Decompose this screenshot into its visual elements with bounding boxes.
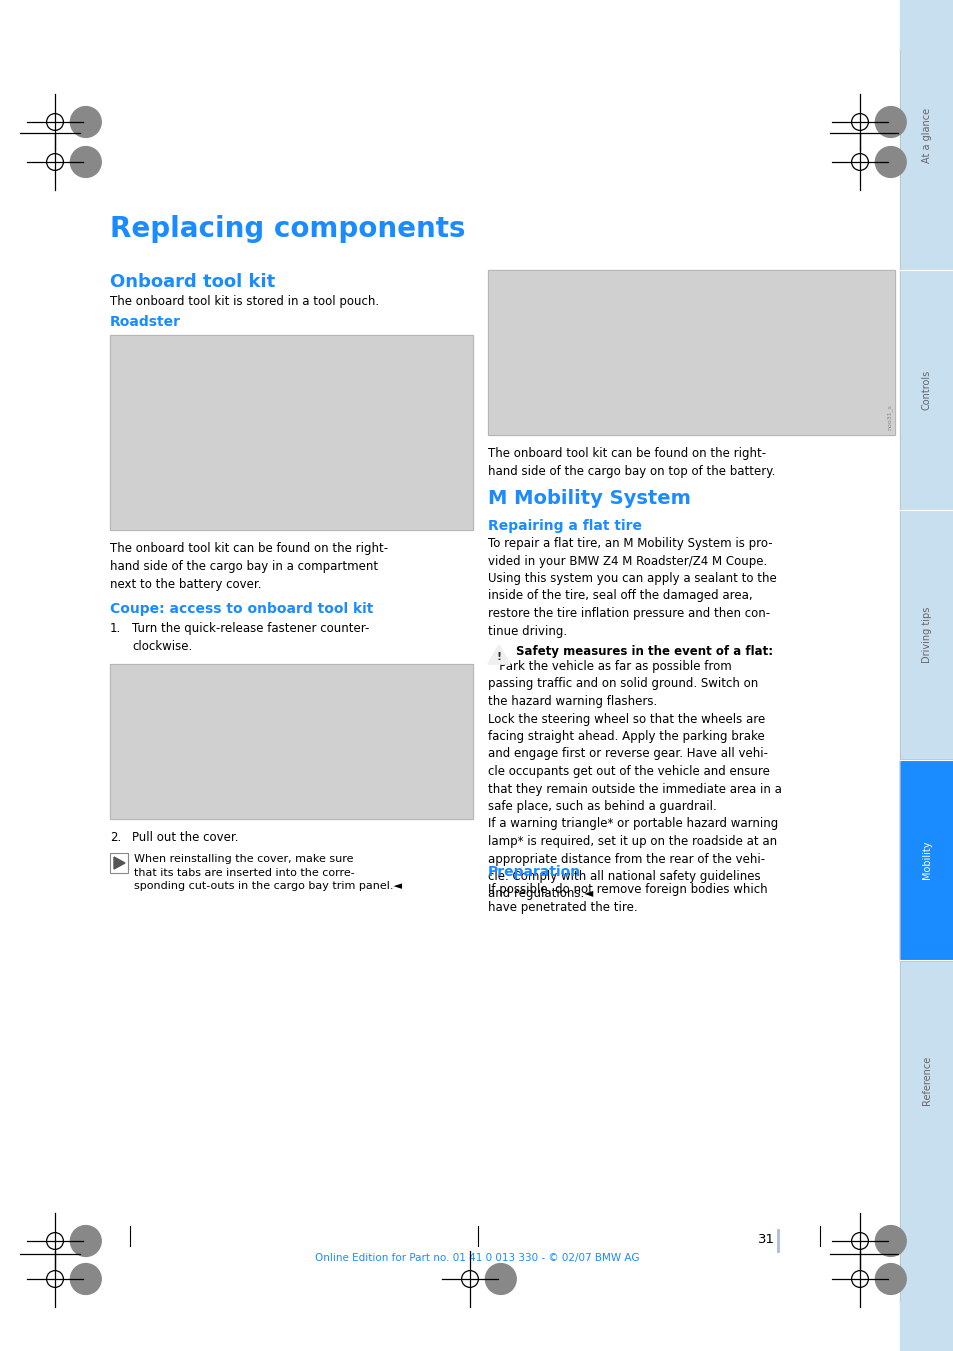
Text: 31: 31 bbox=[758, 1233, 774, 1246]
Bar bbox=[899, 761, 953, 961]
Bar bbox=[110, 335, 473, 530]
Text: The onboard tool kit can be found on the right-
hand side of the cargo bay on to: The onboard tool kit can be found on the… bbox=[488, 447, 775, 478]
Bar bbox=[488, 270, 894, 435]
Text: Controls: Controls bbox=[921, 370, 931, 411]
Text: If possible, do not remove foreign bodies which
have penetrated the tire.: If possible, do not remove foreign bodie… bbox=[488, 884, 767, 915]
Circle shape bbox=[71, 107, 101, 138]
Bar bbox=[899, 0, 953, 1351]
Polygon shape bbox=[113, 857, 125, 869]
Text: Pull out the cover.: Pull out the cover. bbox=[132, 831, 238, 844]
Circle shape bbox=[875, 147, 905, 177]
Circle shape bbox=[71, 147, 101, 177]
Text: The onboard tool kit is stored in a tool pouch.: The onboard tool kit is stored in a tool… bbox=[110, 295, 378, 308]
Bar bbox=[110, 335, 473, 530]
Text: Repairing a flat tire: Repairing a flat tire bbox=[488, 519, 641, 534]
Text: When reinstalling the cover, make sure
that its tabs are inserted into the corre: When reinstalling the cover, make sure t… bbox=[133, 854, 401, 892]
Bar bbox=[488, 270, 894, 435]
Text: M Mobility System: M Mobility System bbox=[488, 489, 690, 508]
Text: The onboard tool kit can be found on the right-
hand side of the cargo bay in a : The onboard tool kit can be found on the… bbox=[110, 542, 388, 590]
Text: Turn the quick-release fastener counter-
clockwise.: Turn the quick-release fastener counter-… bbox=[132, 621, 369, 653]
Text: noo31_s: noo31_s bbox=[885, 404, 891, 430]
Polygon shape bbox=[488, 644, 510, 663]
Text: To repair a flat tire, an M Mobility System is pro-
vided in your BMW Z4 M Roads: To repair a flat tire, an M Mobility Sys… bbox=[488, 536, 776, 638]
Text: Onboard tool kit: Onboard tool kit bbox=[110, 273, 275, 290]
Bar bbox=[110, 852, 128, 873]
Bar bbox=[110, 663, 473, 819]
Text: Mobility: Mobility bbox=[921, 840, 931, 880]
Text: Preparation: Preparation bbox=[488, 865, 580, 880]
Text: Driving tips: Driving tips bbox=[921, 607, 931, 663]
Circle shape bbox=[875, 1263, 905, 1294]
Text: Park the vehicle as far as possible from
passing traffic and on solid ground. Sw: Park the vehicle as far as possible from… bbox=[488, 661, 781, 901]
Text: !: ! bbox=[496, 651, 501, 662]
Text: Online Edition for Part no. 01 41 0 013 330 - © 02/07 BMW AG: Online Edition for Part no. 01 41 0 013 … bbox=[314, 1252, 639, 1263]
Text: Coupe: access to onboard tool kit: Coupe: access to onboard tool kit bbox=[110, 603, 373, 616]
Circle shape bbox=[875, 107, 905, 138]
Circle shape bbox=[71, 1225, 101, 1256]
Text: At a glance: At a glance bbox=[921, 108, 931, 162]
Circle shape bbox=[71, 1263, 101, 1294]
Bar bbox=[110, 663, 473, 819]
Text: Replacing components: Replacing components bbox=[110, 215, 465, 243]
Text: 2.: 2. bbox=[110, 831, 121, 844]
Text: Roadster: Roadster bbox=[110, 315, 181, 330]
Circle shape bbox=[485, 1263, 516, 1294]
Circle shape bbox=[875, 1225, 905, 1256]
Text: Safety measures in the event of a flat:: Safety measures in the event of a flat: bbox=[516, 644, 772, 658]
Text: Reference: Reference bbox=[921, 1055, 931, 1105]
Text: 1.: 1. bbox=[110, 621, 121, 635]
